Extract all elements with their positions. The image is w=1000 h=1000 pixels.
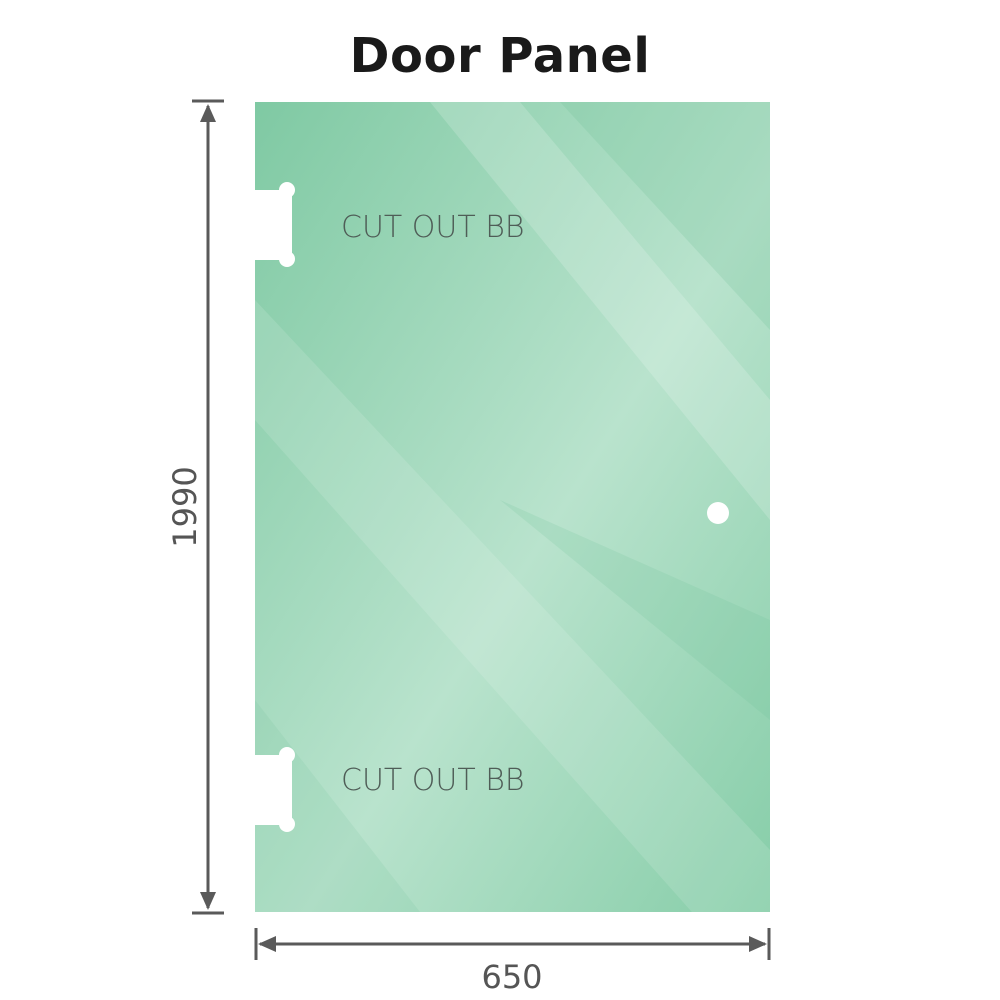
handle-hole [707, 502, 729, 524]
diagram-title: Door Panel [349, 28, 651, 84]
cutout-bottom [250, 747, 295, 832]
width-dimension [254, 928, 771, 960]
height-label: 1990 [166, 466, 204, 547]
glass-panel [255, 102, 770, 912]
height-dimension [192, 99, 224, 915]
cutout-top [250, 182, 295, 267]
width-label: 650 [481, 958, 542, 996]
cutout-label-top: CUT OUT BB [341, 210, 525, 245]
cutout-label-bottom: CUT OUT BB [341, 763, 525, 798]
